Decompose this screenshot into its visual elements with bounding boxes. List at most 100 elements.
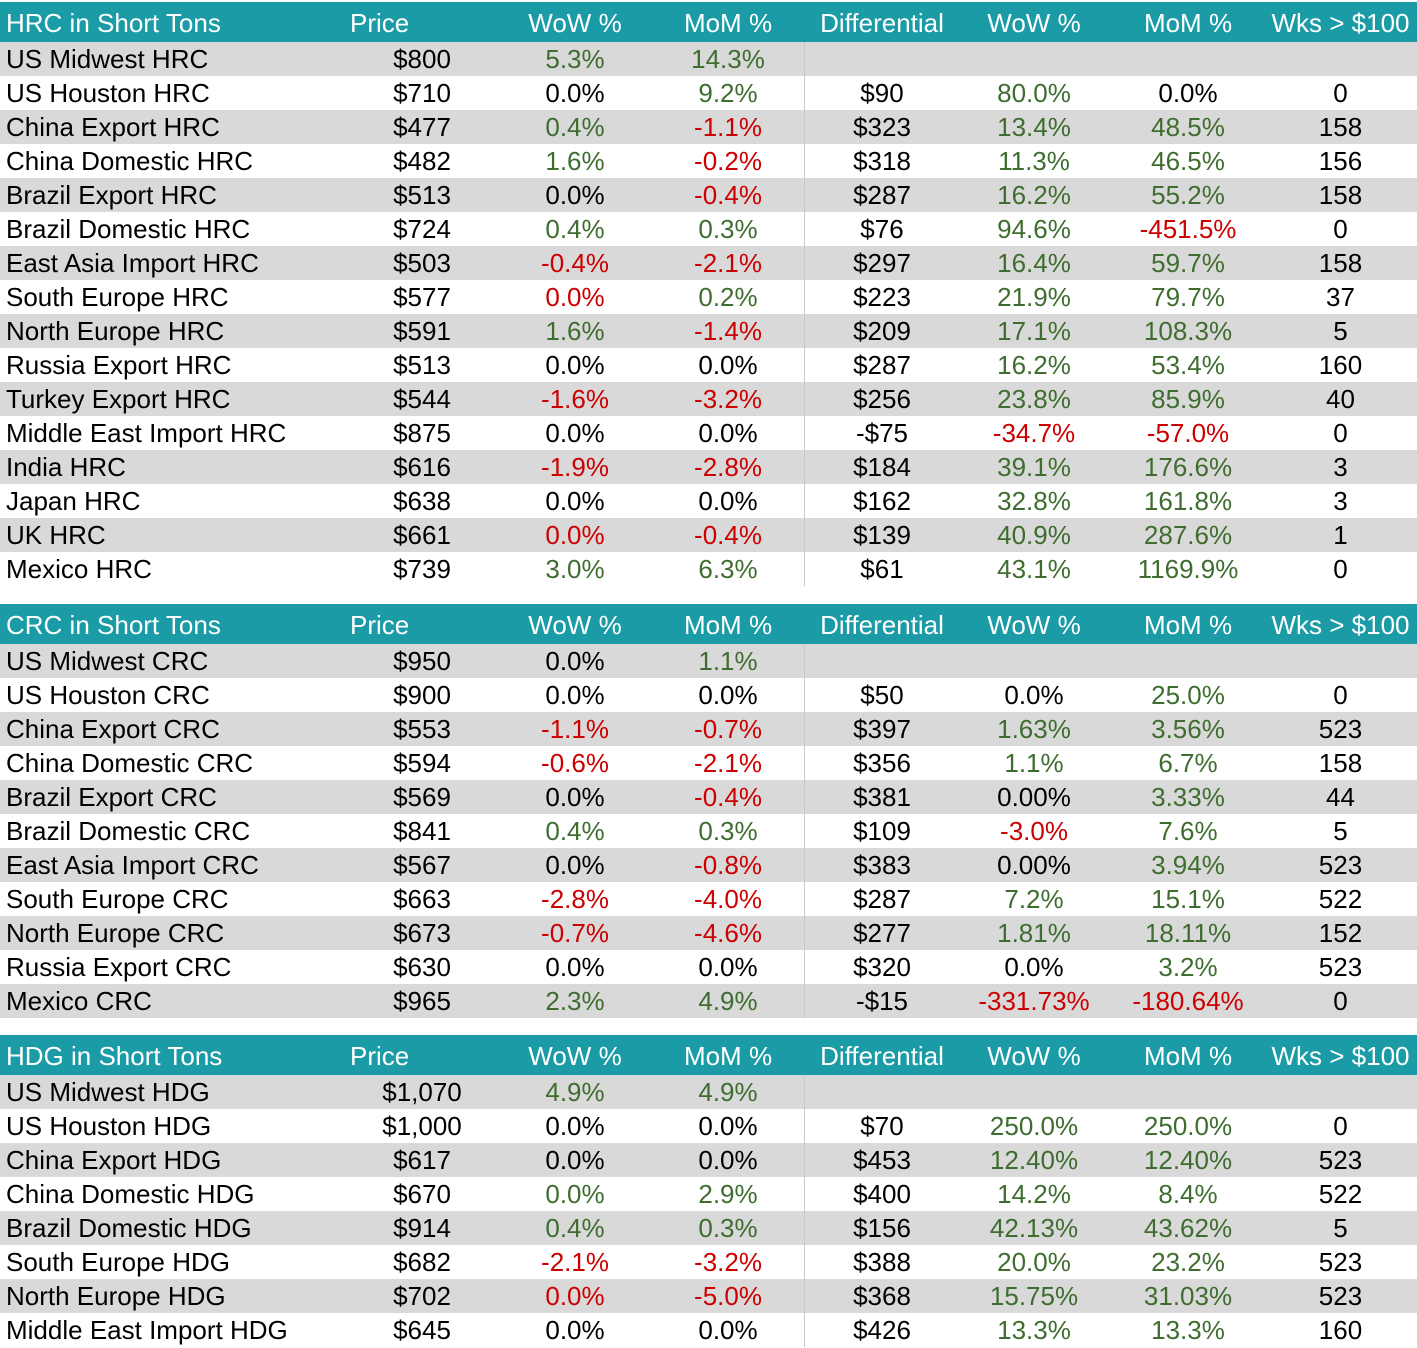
table-row: China Export CRC $553 -1.1% -0.7% $397 1.63% 3…	[0, 712, 1417, 746]
diff-wow-cell: 11.3%	[998, 146, 1070, 176]
diff-wow-header: WoW %	[987, 1041, 1081, 1071]
table-row: China Domestic HRC $482 1.6% -0.2% $318 11.3%…	[0, 144, 1417, 178]
diff-wow-cell: 0.00%	[997, 850, 1071, 880]
differential-cell	[806, 1075, 958, 1109]
diff-mom-header: MoM %	[1143, 1041, 1233, 1071]
diff-mom-cell: -180.64%	[1132, 986, 1244, 1016]
weeks-over-100-cell: 158	[1318, 112, 1363, 142]
differential-cell: $76	[860, 214, 904, 244]
column-divider	[804, 644, 805, 1018]
differential-cell: $320	[853, 952, 911, 982]
wow-cell: -2.8%	[541, 884, 609, 914]
diff-wow-cell: 80.0%	[997, 78, 1071, 108]
mom-cell: 0.3%	[698, 214, 758, 244]
column-divider	[804, 1075, 805, 1347]
price-cell: $673	[393, 918, 451, 948]
diff-wow-cell: 40.9%	[997, 520, 1071, 550]
mom-cell: -3.2%	[694, 1247, 762, 1277]
differential-cell: $70	[860, 1111, 904, 1141]
weeks-over-100-cell: 156	[1318, 146, 1363, 176]
diff-wow-cell: 94.6%	[997, 214, 1071, 244]
wow-header: WoW %	[528, 610, 622, 640]
differential-cell: $287	[853, 884, 911, 914]
differential-cell: -$75	[855, 418, 909, 448]
diff-mom-cell: 0.0%	[1158, 78, 1218, 108]
differential-header: Differential	[820, 610, 944, 640]
table-row: India HRC $616 -1.9% -2.8% $184 39.1% 176.6% 3	[0, 450, 1417, 484]
section-title: HDG in Short Tons	[6, 1041, 223, 1071]
price-cell: $638	[393, 486, 451, 516]
mom-cell: 0.3%	[698, 1213, 758, 1243]
mom-cell: 4.9%	[698, 1077, 758, 1107]
wow-cell: 0.4%	[545, 816, 605, 846]
weeks-over-100-cell: 160	[1318, 1315, 1363, 1345]
name-cell: Brazil Export CRC	[6, 782, 217, 812]
table-row: US Houston HDG $1,000 0.0% 0.0% $70 250.0% 250…	[0, 1109, 1417, 1143]
differential-cell	[806, 42, 958, 76]
diff-wow-cell: 23.8%	[997, 384, 1071, 414]
table-row: US Houston HRC $710 0.0% 9.2% $90 80.0% 0.0% 0	[0, 76, 1417, 110]
name-cell: Turkey Export HRC	[6, 384, 231, 414]
diff-mom-header: MoM %	[1143, 610, 1233, 640]
diff-mom-cell: 3.94%	[1151, 850, 1225, 880]
diff-mom-cell: 59.7%	[1151, 248, 1225, 278]
differential-cell: $287	[853, 350, 911, 380]
price-cell: $965	[393, 986, 451, 1016]
price-cell: $724	[393, 214, 451, 244]
name-cell: Middle East Import HRC	[6, 418, 287, 448]
wow-cell: -0.6%	[541, 748, 609, 778]
table-row: South Europe CRC $663 -2.8% -4.0% $287 7.2% 15…	[0, 882, 1417, 916]
name-cell: China Domestic HRC	[6, 146, 254, 176]
name-cell: Brazil Domestic CRC	[6, 816, 251, 846]
name-cell: North Europe HRC	[6, 316, 225, 346]
column-divider	[804, 42, 805, 586]
mom-cell: 2.9%	[698, 1179, 758, 1209]
diff-mom-cell: 287.6%	[1143, 520, 1233, 550]
wow-cell: -1.9%	[541, 452, 609, 482]
diff-mom-cell: 31.03%	[1143, 1281, 1233, 1311]
section-title: CRC in Short Tons	[6, 610, 221, 640]
mom-cell: -0.8%	[694, 850, 762, 880]
wow-cell: 0.4%	[545, 1213, 605, 1243]
wow-cell: 0.0%	[545, 282, 605, 312]
differential-cell: $256	[853, 384, 911, 414]
table-row: East Asia Import HRC $503 -0.4% -2.1% $297 16…	[0, 246, 1417, 280]
weeks-over-100-cell: 44	[1326, 782, 1355, 812]
diff-mom-cell: 23.2%	[1151, 1247, 1225, 1277]
mom-cell: 1.1%	[698, 646, 758, 676]
table-row: Mexico CRC $965 2.3% 4.9% -$15 -331.73% -180.6…	[0, 984, 1417, 1018]
weeks-over-100-cell: 523	[1318, 1145, 1363, 1175]
table-row: China Domestic HDG $670 0.0% 2.9% $400 14.2% 8…	[0, 1177, 1417, 1211]
price-cell: $577	[393, 282, 451, 312]
price-cell: $710	[393, 78, 451, 108]
mom-cell: 0.0%	[698, 952, 758, 982]
diff-mom-cell: 108.3%	[1143, 316, 1233, 346]
table-row: Middle East Import HDG $645 0.0% 0.0% $426 13…	[0, 1313, 1417, 1347]
price-cell: $544	[393, 384, 451, 414]
table-row: Russia Export CRC $630 0.0% 0.0% $320 0.0% 3.2…	[0, 950, 1417, 984]
mom-cell: 0.0%	[698, 1111, 758, 1141]
mom-cell: -2.1%	[694, 748, 762, 778]
name-cell: North Europe HDG	[6, 1281, 226, 1311]
weeks-over-100-cell: 0	[1333, 554, 1348, 584]
differential-header: Differential	[820, 1041, 944, 1071]
name-cell: North Europe CRC	[6, 918, 225, 948]
wow-cell: 0.0%	[545, 1145, 605, 1175]
differential-cell: $156	[853, 1213, 911, 1243]
wow-cell: 1.6%	[545, 316, 605, 346]
differential-cell: $277	[853, 918, 911, 948]
mom-cell: 0.0%	[698, 1145, 758, 1175]
mom-cell: 0.0%	[698, 1315, 758, 1345]
diff-wow-cell: 32.8%	[997, 486, 1071, 516]
mom-cell: 0.0%	[698, 350, 758, 380]
wow-cell: 5.3%	[545, 44, 605, 74]
table-row: East Asia Import CRC $567 0.0% -0.8% $383 0.0…	[0, 848, 1417, 882]
diff-wow-cell: -34.7%	[992, 418, 1076, 448]
differential-cell: $90	[860, 78, 904, 108]
weeks-over-100-cell: 3	[1333, 486, 1348, 516]
price-cell: $630	[393, 952, 451, 982]
wow-cell: 3.0%	[545, 554, 605, 584]
name-cell: China Export CRC	[6, 714, 220, 744]
diff-wow-header: WoW %	[987, 610, 1081, 640]
mom-cell: -0.4%	[694, 782, 762, 812]
